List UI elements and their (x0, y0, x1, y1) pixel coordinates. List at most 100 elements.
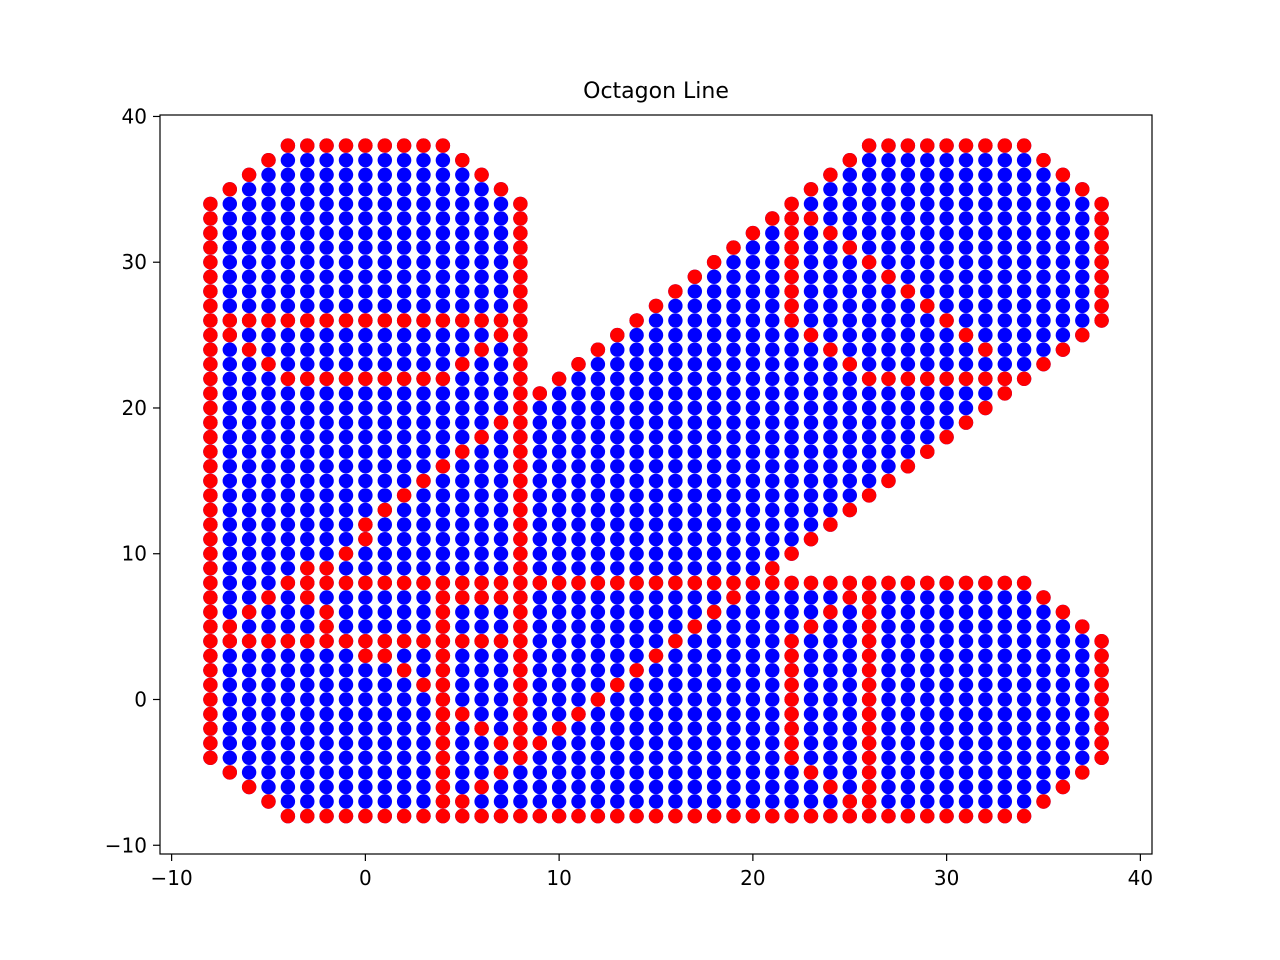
fill-point (319, 153, 334, 168)
fill-point (551, 619, 567, 634)
fill-point (687, 429, 702, 445)
fill-point (455, 327, 470, 343)
fill-point (338, 459, 354, 474)
fill-point (338, 736, 354, 751)
fill-point (745, 692, 761, 707)
fill-point (241, 255, 257, 270)
outline-point (241, 313, 257, 328)
fill-point (396, 327, 412, 343)
fill-point (997, 692, 1012, 707)
fill-point (474, 561, 489, 576)
fill-point (900, 619, 916, 634)
fill-point (939, 196, 954, 212)
fill-point (920, 619, 935, 634)
fill-point (803, 473, 819, 489)
fill-point (590, 619, 606, 634)
fill-point (532, 648, 547, 663)
fill-point (629, 400, 644, 416)
x-tick-label: 40 (1128, 866, 1153, 890)
fill-point (474, 546, 489, 561)
fill-point (241, 619, 257, 634)
fill-point (1075, 706, 1090, 722)
fill-point (300, 429, 315, 445)
outline-point (978, 400, 993, 416)
fill-point (493, 721, 509, 736)
fill-point (338, 604, 354, 620)
outline-point (435, 138, 451, 153)
fill-point (396, 182, 412, 197)
fill-point (377, 298, 392, 314)
fill-point (765, 327, 780, 343)
fill-point (978, 167, 993, 182)
fill-point (920, 794, 935, 809)
fill-point (396, 546, 412, 561)
fill-point (319, 327, 334, 343)
fill-point (300, 182, 315, 197)
fill-point (900, 357, 916, 372)
fill-point (978, 211, 993, 226)
outline-point (435, 721, 451, 736)
fill-point (280, 298, 296, 314)
fill-point (416, 386, 431, 401)
outline-point (958, 575, 974, 591)
fill-point (765, 459, 780, 474)
fill-point (881, 721, 896, 736)
fill-point (939, 167, 954, 182)
outline-point (300, 371, 315, 386)
outline-point (203, 284, 218, 299)
fill-point (997, 736, 1012, 751)
fill-point (881, 357, 896, 372)
fill-point (629, 692, 644, 707)
fill-point (939, 721, 954, 736)
fill-point (668, 400, 683, 416)
fill-point (455, 517, 470, 532)
fill-point (648, 794, 664, 809)
fill-point (1036, 677, 1051, 693)
fill-point (474, 663, 489, 678)
fill-point (920, 327, 935, 343)
outline-point (861, 604, 877, 620)
fill-point (241, 284, 257, 299)
fill-point (280, 327, 296, 343)
fill-point (920, 721, 935, 736)
fill-point (1055, 255, 1071, 270)
fill-point (861, 342, 877, 357)
fill-point (920, 634, 935, 649)
fill-point (319, 459, 334, 474)
fill-point (590, 721, 606, 736)
outline-point (784, 706, 799, 722)
fill-point (222, 357, 237, 372)
fill-point (590, 663, 606, 678)
fill-point (881, 648, 896, 663)
fill-point (803, 794, 819, 809)
fill-point (551, 692, 567, 707)
outline-point (513, 298, 528, 314)
fill-point (958, 298, 974, 314)
fill-point (1075, 196, 1090, 212)
fill-point (823, 211, 838, 226)
fill-point (803, 342, 819, 357)
fill-point (493, 692, 509, 707)
fill-point (1016, 736, 1032, 751)
fill-point (765, 225, 780, 241)
fill-point (590, 502, 606, 518)
fill-point (745, 386, 761, 401)
fill-point (978, 736, 993, 751)
outline-point (726, 590, 741, 605)
outline-point (493, 765, 509, 780)
fill-point (241, 532, 257, 547)
fill-point (396, 240, 412, 255)
fill-point (435, 255, 451, 270)
fill-point (610, 619, 625, 634)
fill-point (377, 663, 392, 678)
fill-point (1055, 750, 1071, 765)
fill-point (1036, 269, 1051, 284)
fill-point (1016, 327, 1032, 343)
fill-point (629, 327, 644, 343)
fill-point (939, 634, 954, 649)
fill-point (396, 692, 412, 707)
fill-point (881, 429, 896, 445)
fill-point (416, 429, 431, 445)
fill-point (1055, 225, 1071, 241)
fill-point (358, 240, 373, 255)
